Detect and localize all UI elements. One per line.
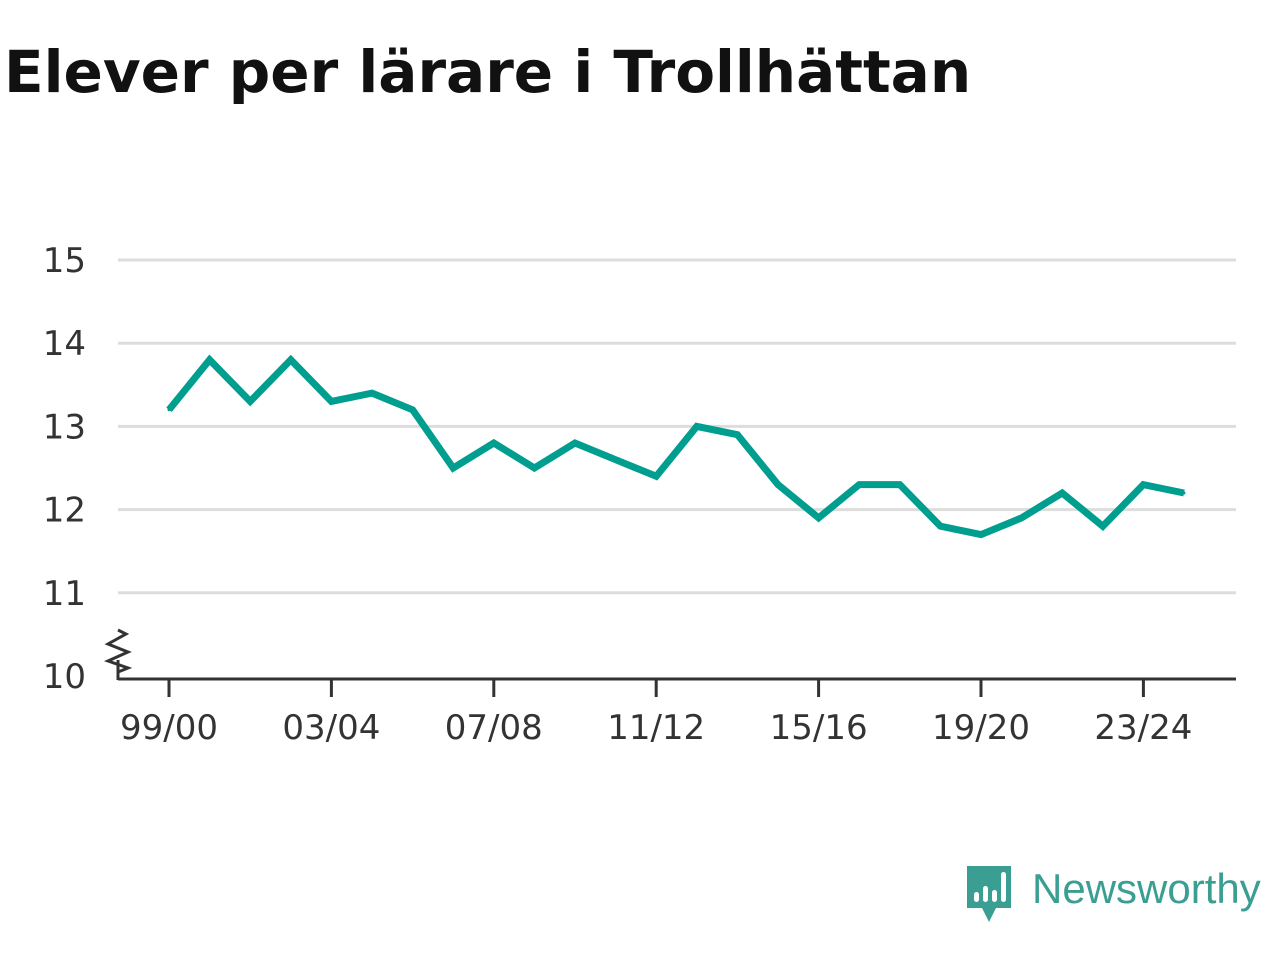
data-point (370, 391, 374, 395)
y-tick-label: 14 (43, 324, 86, 364)
data-point (289, 358, 293, 362)
y-tick-label: 13 (43, 407, 86, 447)
data-point (532, 466, 536, 470)
data-point (1182, 491, 1186, 495)
y-tick-label: 10 (43, 657, 86, 697)
y-tick-label: 12 (43, 491, 86, 531)
data-point (1060, 491, 1064, 495)
data-point (695, 424, 699, 428)
y-tick-label: 15 (43, 241, 86, 281)
data-point (411, 408, 415, 412)
data-point (898, 483, 902, 487)
chart-title: Elever per lärare i Trollhättan (4, 38, 972, 106)
series-line (166, 354, 1185, 539)
data-point (857, 483, 861, 487)
data-point (208, 358, 212, 362)
brand-name: Newsworthy (1032, 865, 1261, 912)
x-tick-label: 99/00 (120, 708, 218, 748)
data-point (654, 474, 658, 478)
x-tick-label: 23/24 (1094, 708, 1192, 748)
data-point (1101, 524, 1105, 528)
data-point (451, 466, 455, 470)
data-point (735, 433, 739, 437)
data-point (492, 441, 496, 445)
x-tick-label: 07/08 (445, 708, 543, 748)
x-tick-label: 11/12 (607, 708, 705, 748)
x-axis: 99/00 03/04 07/08 11/12 15/16 19/20 23/24 (116, 660, 1236, 748)
axis-break-zigzag (103, 628, 133, 674)
data-point (817, 516, 821, 520)
x-tick-label: 19/20 (932, 708, 1030, 748)
data-point (248, 399, 252, 403)
axis-break-icon (103, 628, 133, 674)
x-tick-label: 03/04 (282, 708, 380, 748)
data-point (573, 441, 577, 445)
brand-logo: Newsworthy (964, 864, 1261, 926)
data-point (329, 399, 333, 403)
newsworthy-logo-icon (967, 866, 1011, 922)
data-point (614, 458, 618, 462)
y-tick-label: 11 (43, 574, 86, 614)
data-point (1141, 483, 1145, 487)
data-point (979, 533, 983, 537)
data-point (1020, 516, 1024, 520)
data-point (167, 408, 171, 412)
x-tick-label: 15/16 (770, 708, 868, 748)
y-axis-ticks: 10 11 12 13 14 15 (43, 241, 86, 697)
series-group (166, 354, 1186, 539)
data-point (938, 524, 942, 528)
data-point (776, 483, 780, 487)
gridlines (118, 258, 1236, 595)
